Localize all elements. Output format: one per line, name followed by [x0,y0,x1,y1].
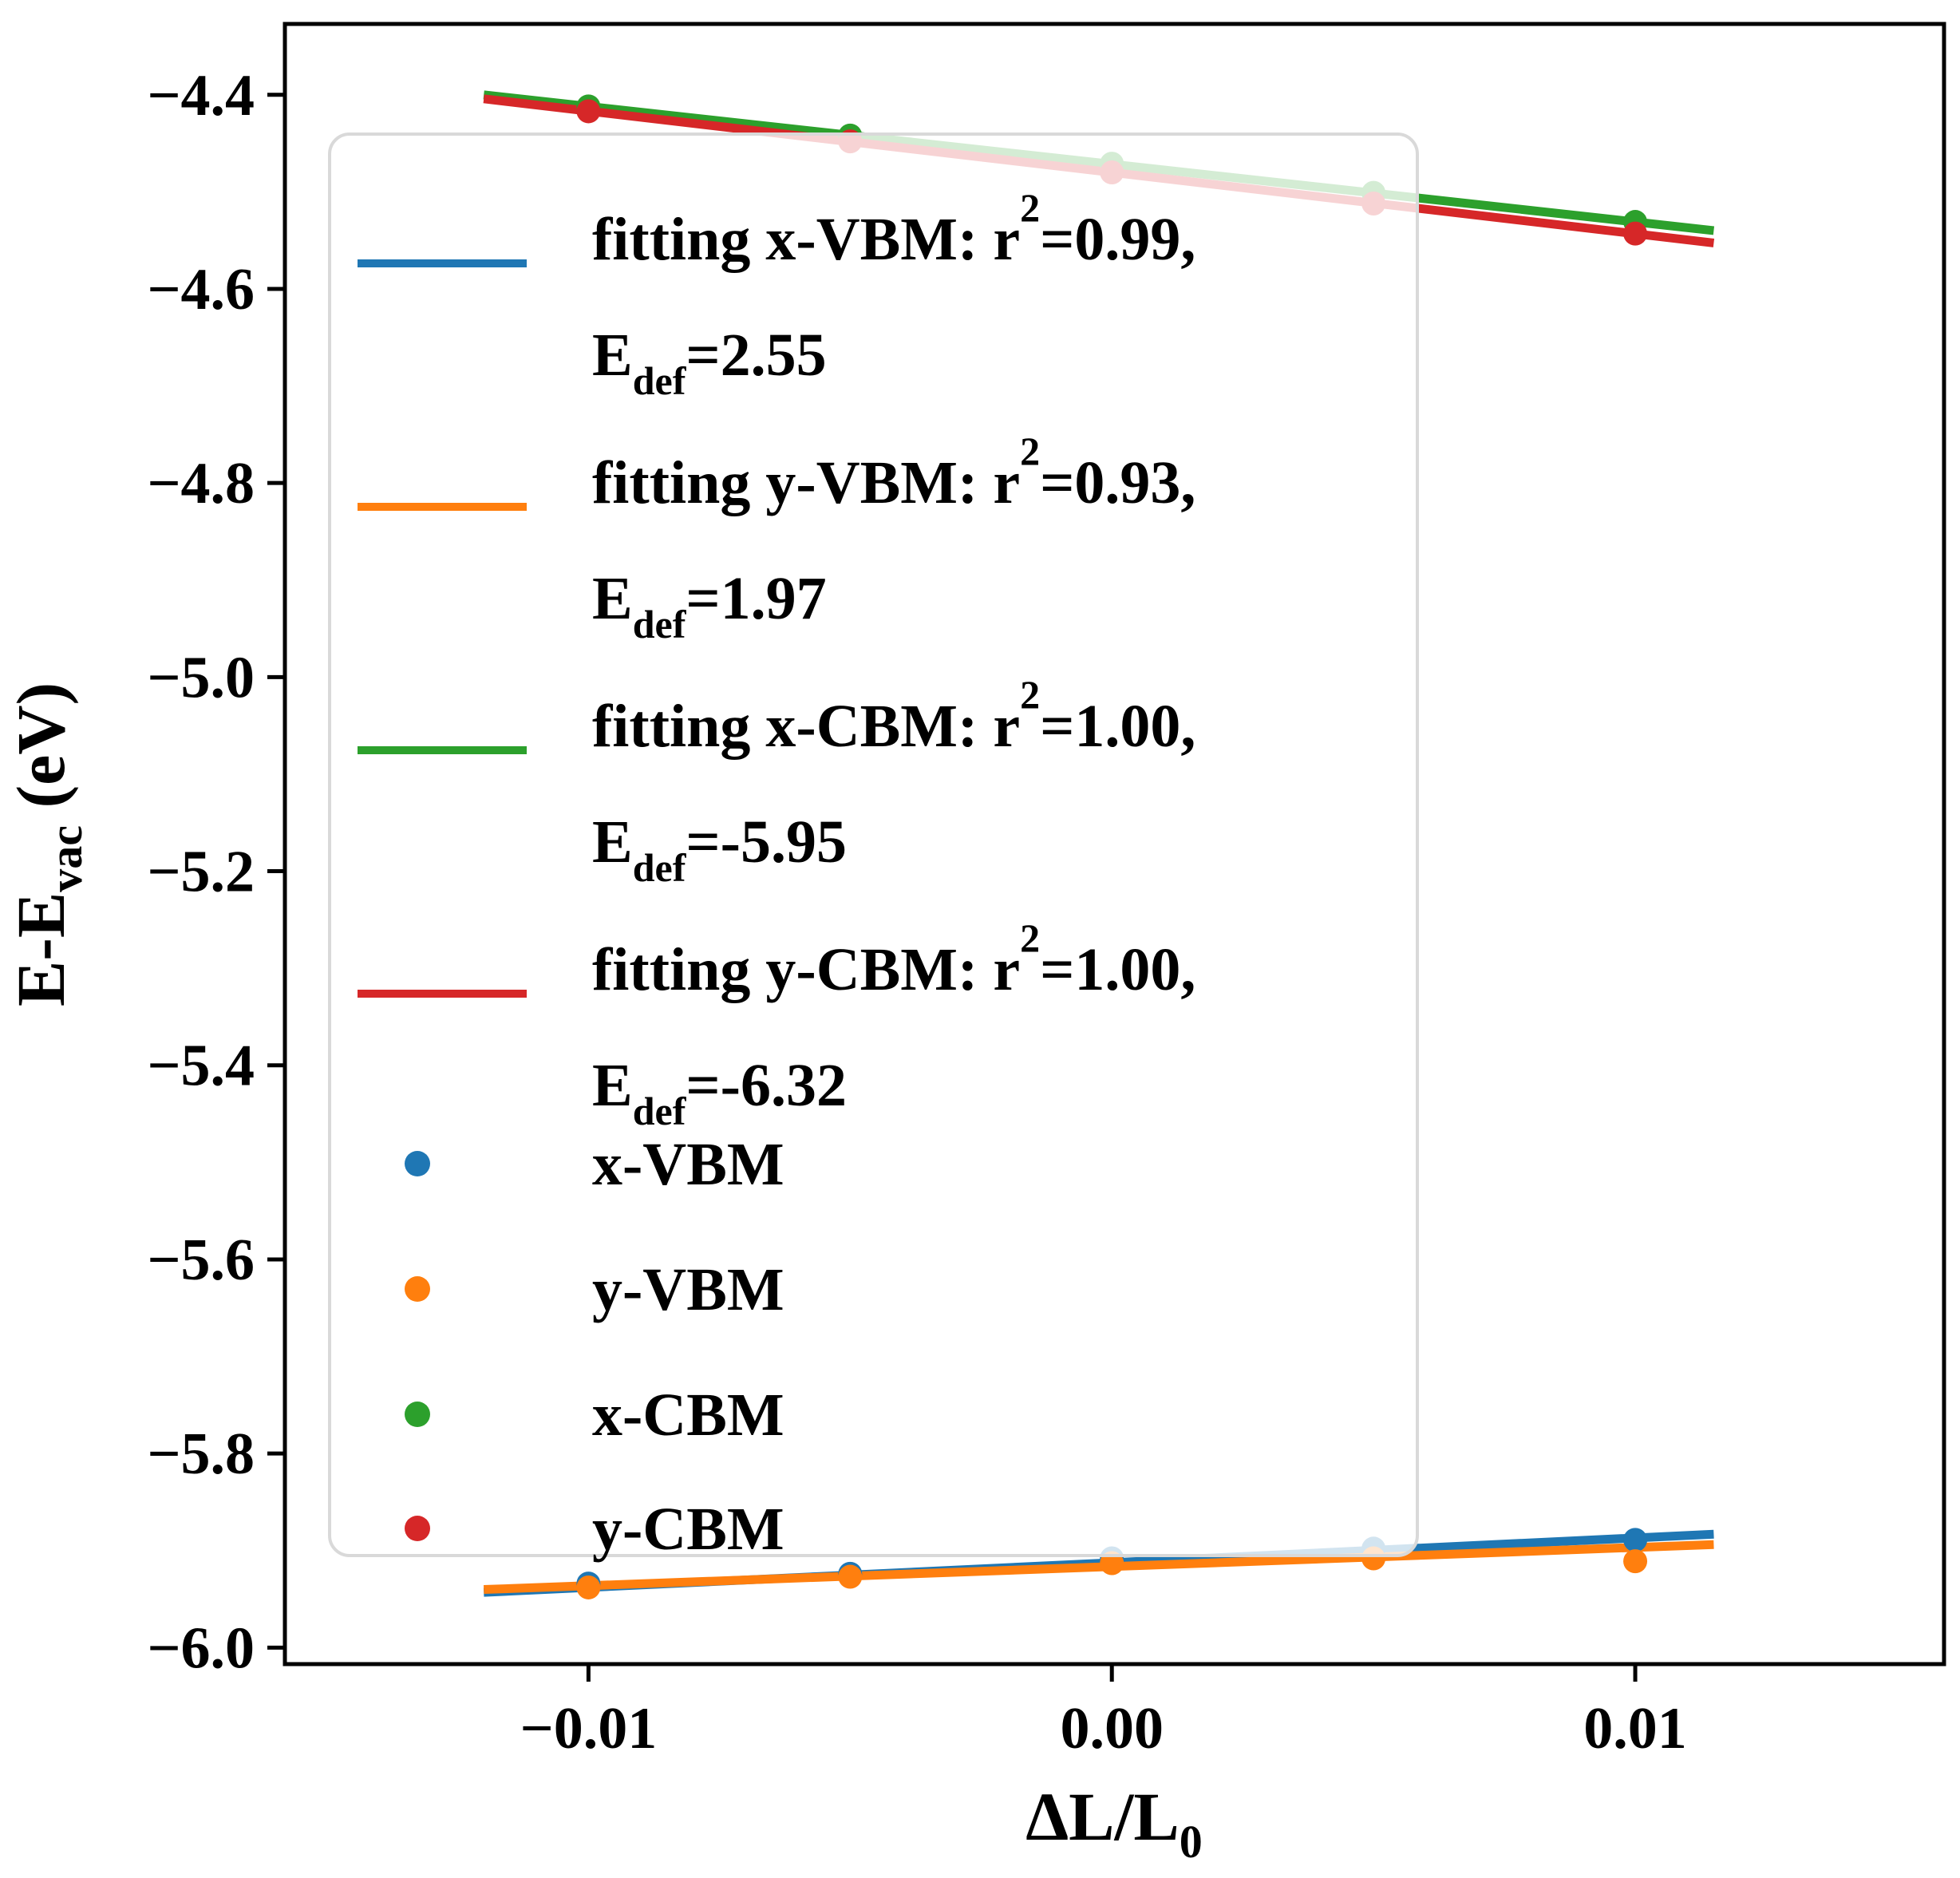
legend-fit-label: fitting x-VBM: r2=0.99, [592,185,1195,273]
legend-edef-label: Edef=-5.95 [592,809,847,890]
legend-fit-label: fitting y-VBM: r2=0.93, [592,429,1195,516]
x-axis-label: ΔL/L0 [1025,1778,1203,1868]
ticks-layer: −4.4 −4.6 −4.8 −5.0 −5.2 −5.4 −5.6 −5.8 −6.0 −0.0… [147,63,1686,1761]
legend-point-label: y-CBM [592,1496,784,1563]
legend-items: fitting x-VBM: r2=0.99, Edef=2.55 fitting … [358,185,1195,1563]
legend-edef-label: Edef=1.97 [592,565,827,646]
y-tick-label: −6.0 [147,1615,255,1681]
x-VBM-point [1623,1528,1648,1552]
legend-point-label: y-VBM [592,1256,784,1323]
x-tick-label: 0.00 [1060,1696,1164,1761]
legend-point-sample [405,1516,430,1541]
y-VBM-point [838,1564,863,1589]
y-tick-label: −5.6 [147,1228,255,1293]
y-VBM-point [576,1575,601,1599]
y-VBM-point [1100,1551,1124,1576]
y-tick-label: −4.8 [147,451,255,516]
legend-fit-label: fitting y-CBM: r2=1.00, [592,915,1195,1003]
y-CBM-point [1623,221,1648,246]
legend-point-sample [405,1276,430,1302]
legend-fit-label: fitting x-CBM: r2=1.00, [592,672,1195,760]
legend-edef-label: Edef=2.55 [592,322,827,403]
y-axis-label: E-Evac (eV) [2,682,92,1006]
fitting-y-VBM-line [484,1540,1714,1595]
y-tick-label: −5.4 [147,1034,255,1099]
y-CBM-point [576,99,601,124]
y-tick-label: −5.2 [147,840,255,905]
y-tick-label: −4.6 [147,257,255,322]
y-tick-label: −4.4 [147,63,255,128]
x-tick-label: −0.01 [520,1696,658,1761]
y-tick-label: −5.0 [147,645,255,710]
legend-point-sample [405,1402,430,1427]
legend-point-label: x-VBM [592,1131,784,1198]
legend-frame [328,132,1419,1557]
y-VBM-point [1623,1549,1648,1574]
legend: fitting x-VBM: r2=0.99, Edef=2.55 fitting … [328,132,1419,1563]
y-tick-label: −5.8 [147,1421,255,1487]
legend-point-label: x-CBM [592,1382,784,1449]
axes-spines [283,22,1946,1666]
legend-point-sample [405,1151,430,1176]
legend-edef-label: Edef=-6.32 [592,1052,847,1133]
x-tick-label: 0.01 [1583,1696,1687,1761]
